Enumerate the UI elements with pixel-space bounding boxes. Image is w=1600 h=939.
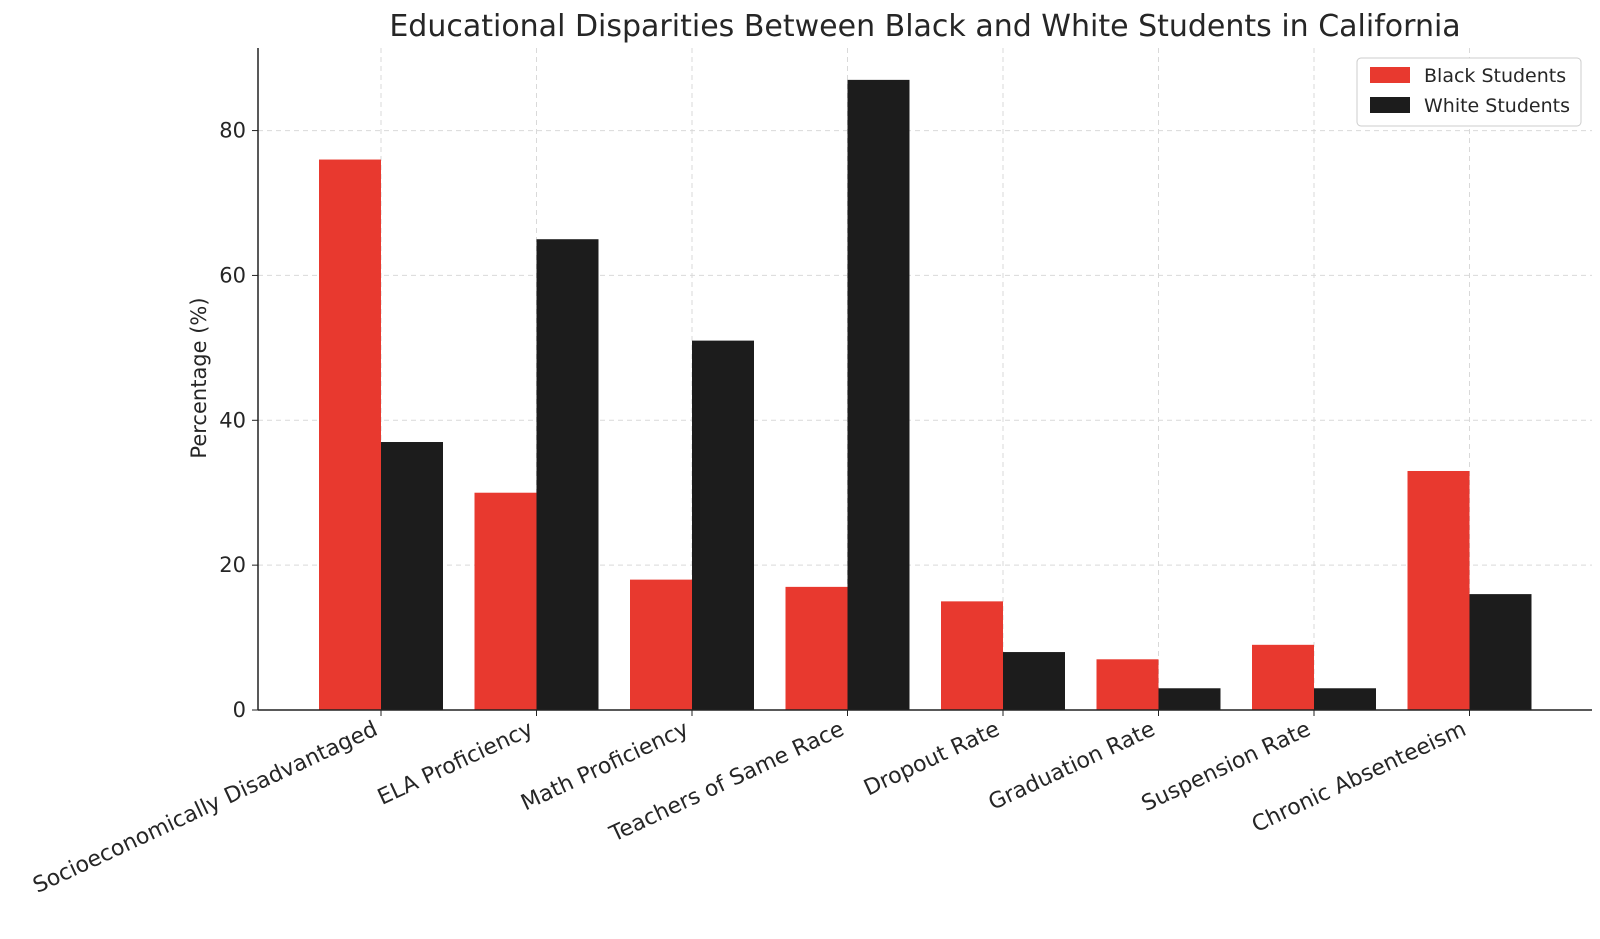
bar-white-students (847, 79, 910, 710)
y-axis-label: Percentage (%) (187, 297, 211, 458)
legend-label: White Students (1424, 95, 1570, 117)
bar-black-students (474, 492, 537, 710)
category-label: ELA Proficiency (374, 717, 537, 811)
chart-title: Educational Disparities Between Black an… (389, 9, 1460, 44)
y-tick-label: 0 (233, 698, 246, 722)
category-label: Graduation Rate (985, 717, 1159, 816)
bar-white-students (1469, 594, 1532, 710)
legend-label: Black Students (1424, 65, 1566, 87)
grid (258, 48, 1592, 710)
bar-white-students (1314, 688, 1376, 710)
bar-black-students (941, 601, 1003, 710)
legend-swatch (1370, 97, 1410, 113)
bar-black-students (1252, 644, 1314, 710)
y-tick-label: 40 (219, 408, 246, 432)
y-tick-label: 60 (219, 263, 246, 287)
category-label: Socioeconomically Disadvantaged (29, 717, 381, 899)
y-tick-label: 20 (219, 553, 246, 577)
bar-black-students (319, 159, 381, 711)
bar-white-students (536, 239, 599, 710)
legend: Black Students White Students (1356, 57, 1582, 127)
bar-white-students (381, 442, 443, 710)
y-ticks: 0 20 40 60 80 (219, 119, 258, 722)
bar-black-students (1407, 470, 1470, 710)
legend-items: Black Students White Students (1370, 65, 1570, 117)
bar-white-students (1003, 652, 1065, 710)
bar-white-students (1158, 688, 1221, 710)
legend-frame (1356, 57, 1582, 127)
axes (257, 48, 1592, 711)
y-tick-label: 80 (219, 119, 246, 143)
legend-swatch (1370, 67, 1410, 83)
bar-white-students (692, 340, 754, 710)
category-label: Dropout Rate (860, 717, 1003, 802)
bars (319, 79, 1532, 711)
bar-black-students (630, 579, 692, 710)
bar-black-students (1096, 659, 1159, 710)
bar-black-students (785, 586, 848, 710)
